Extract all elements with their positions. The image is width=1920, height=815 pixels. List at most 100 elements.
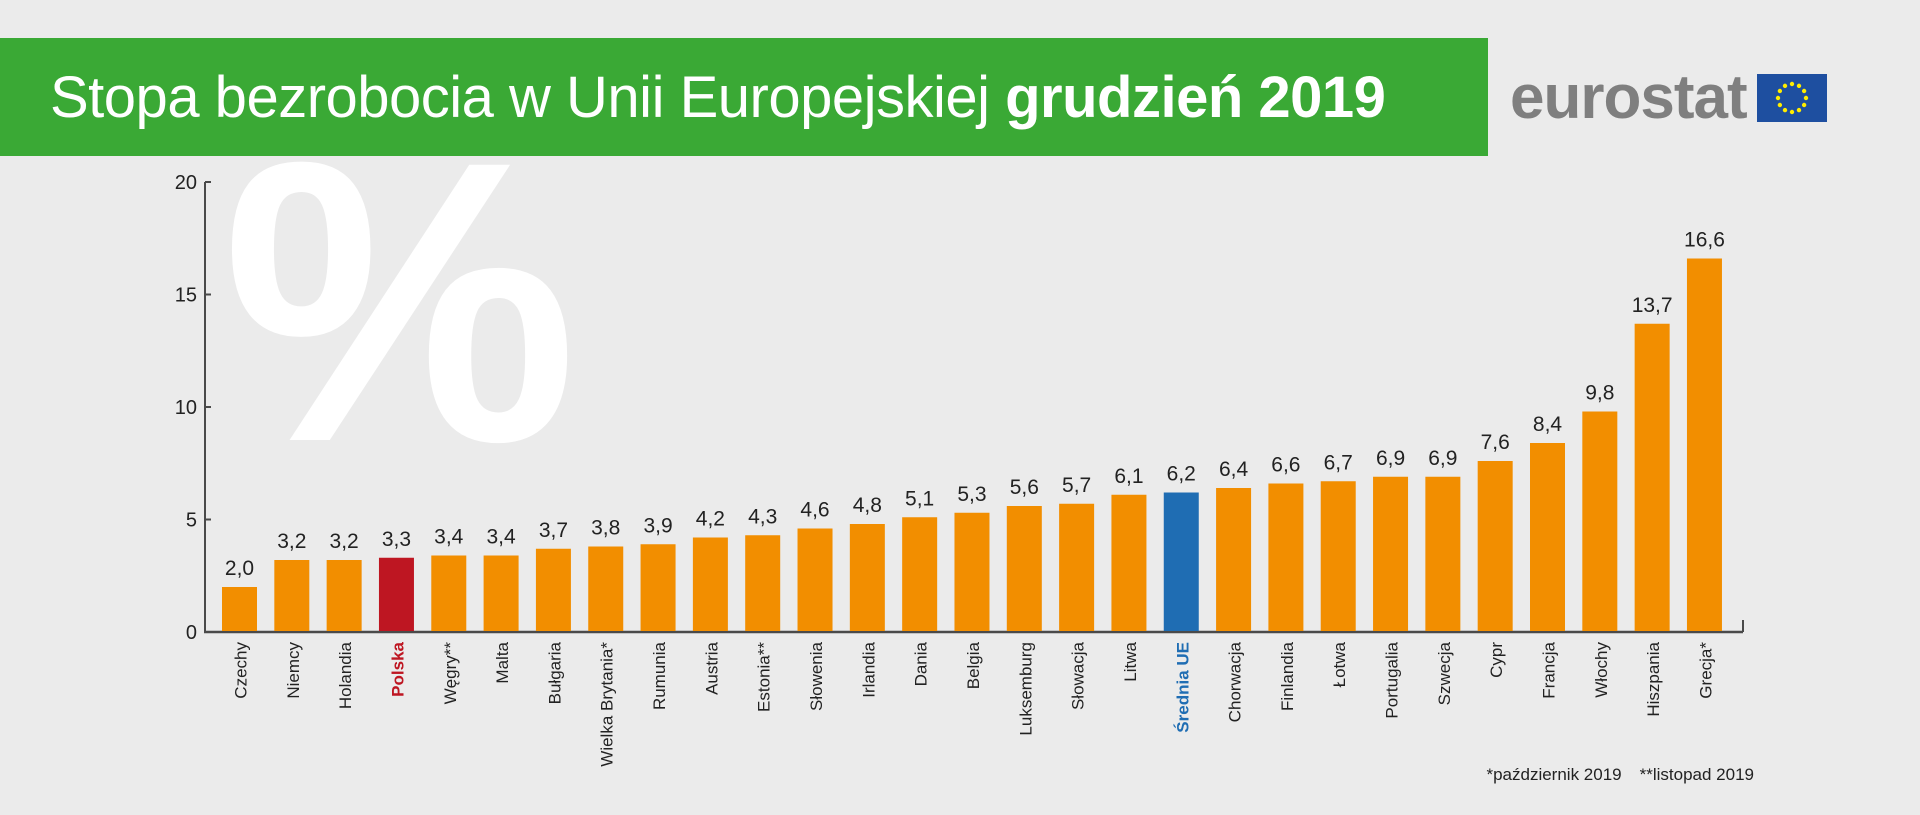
category-label: Irlandia — [859, 641, 878, 697]
bar-średnia-ue — [1163, 492, 1199, 631]
value-label: 3,2 — [330, 530, 359, 553]
category-label: Polska — [388, 641, 407, 696]
category-label: Holandia — [336, 641, 355, 709]
category-label: Bułgaria — [545, 641, 564, 704]
value-label: 4,8 — [853, 494, 882, 517]
category-label: Belgia — [964, 641, 983, 689]
footnote-november: **listopad 2019 — [1639, 765, 1754, 784]
eu-star-icon — [1803, 95, 1808, 101]
category-label: Dania — [912, 641, 931, 686]
value-label: 4,6 — [800, 499, 829, 522]
category-label: Malta — [493, 641, 512, 683]
eu-star-icon — [1782, 107, 1787, 113]
percent-watermark: % — [222, 78, 578, 525]
bars — [222, 258, 1722, 631]
value-label: 5,7 — [1062, 474, 1091, 497]
value-label: 5,1 — [905, 487, 934, 510]
bar-estonia — [745, 535, 781, 631]
eu-star-icon — [1801, 102, 1806, 108]
eurostat-logo: eurostat — [1510, 67, 1827, 129]
eu-star-icon — [1796, 107, 1801, 113]
value-label: 3,4 — [486, 526, 516, 549]
bar-grecja — [1686, 258, 1722, 631]
value-label: 16,6 — [1684, 229, 1725, 252]
value-label: 3,7 — [539, 519, 568, 542]
y-tick-label: 15 — [175, 285, 197, 307]
y-axis: 0 5 10 15 20 — [175, 172, 211, 644]
bar-polska — [378, 557, 414, 631]
category-label: Hiszpania — [1644, 641, 1663, 716]
eu-star-icon — [1789, 81, 1794, 87]
category-label: Średnia UE — [1173, 642, 1192, 733]
value-label: 6,7 — [1324, 451, 1353, 474]
eu-stars-icon — [1775, 81, 1808, 115]
value-label: 3,2 — [277, 530, 306, 553]
category-label: Portugalia — [1383, 641, 1402, 718]
value-label: 3,4 — [434, 526, 464, 549]
value-label: 5,3 — [957, 483, 986, 506]
bar-dania — [902, 517, 938, 631]
value-label: 3,8 — [591, 517, 620, 540]
eu-star-icon — [1796, 83, 1801, 89]
eu-star-icon — [1789, 109, 1794, 115]
category-label: Szwecja — [1435, 641, 1454, 705]
x-axis — [204, 620, 1744, 634]
category-label: Cypr — [1487, 642, 1506, 678]
bar-finlandia — [1268, 483, 1304, 631]
category-labels: Czechy Niemcy Holandia Polska Węgry** Malta Bu… — [232, 641, 1716, 766]
bar-niemcy — [274, 560, 310, 631]
category-label: Francja — [1540, 641, 1559, 698]
category-label: Wielka Brytania* — [598, 642, 617, 767]
category-label: Czechy — [232, 642, 251, 699]
bar-węgry — [431, 555, 467, 631]
value-label: 6,1 — [1114, 465, 1143, 488]
category-label: Austria — [702, 641, 721, 694]
category-label: Słowenia — [807, 641, 826, 711]
value-label: 9,8 — [1585, 382, 1614, 405]
value-label: 4,2 — [696, 508, 725, 531]
bar-francja — [1530, 443, 1565, 631]
bar-czechy — [222, 587, 257, 631]
title-bold: grudzień 2019 — [1005, 64, 1386, 130]
value-label: 4,3 — [748, 505, 777, 528]
bar-bułgaria — [535, 548, 571, 631]
bar-hiszpania — [1634, 323, 1670, 631]
bar-belgia — [954, 512, 990, 631]
bar-irlandia — [849, 524, 885, 631]
bar-chorwacja — [1216, 488, 1252, 631]
category-label: Luksemburg — [1016, 642, 1035, 736]
y-tick-label: 0 — [186, 622, 197, 644]
value-label: 3,3 — [382, 528, 411, 551]
chart-title: Stopa bezrobocia w Unii Europejskiej gru… — [50, 64, 1386, 131]
category-label: Niemcy — [284, 642, 303, 699]
bar-luksemburg — [1006, 506, 1042, 631]
category-label: Finlandia — [1278, 641, 1297, 711]
bar-łotwa — [1320, 481, 1356, 631]
category-label: Węgry** — [441, 642, 460, 705]
title-regular: Stopa bezrobocia w Unii Europejskiej — [50, 64, 1006, 130]
category-label: Grecja* — [1696, 642, 1715, 699]
eu-star-icon — [1775, 95, 1780, 101]
value-label: 6,9 — [1376, 447, 1405, 470]
value-label: 6,6 — [1271, 454, 1300, 477]
footnotes: *październik 2019 **listopad 2019 — [1486, 765, 1754, 785]
bar-cypr — [1477, 461, 1513, 631]
value-label: 6,2 — [1167, 463, 1196, 486]
y-tick-label: 5 — [186, 510, 197, 532]
title-banner: Stopa bezrobocia w Unii Europejskiej gru… — [0, 38, 1488, 156]
bar-holandia — [326, 560, 362, 631]
value-label: 2,0 — [225, 557, 254, 580]
bar-litwa — [1111, 494, 1147, 631]
bar-słowenia — [797, 528, 833, 631]
category-label: Łotwa — [1330, 641, 1349, 687]
y-tick-label: 20 — [175, 172, 197, 194]
bar-szwecja — [1425, 476, 1461, 631]
eu-star-icon — [1782, 83, 1787, 89]
value-label: 5,6 — [1010, 476, 1039, 499]
category-label: Estonia** — [755, 642, 774, 712]
eu-star-icon — [1777, 88, 1782, 94]
value-label: 6,9 — [1428, 447, 1457, 470]
category-label: Chorwacja — [1226, 641, 1245, 722]
